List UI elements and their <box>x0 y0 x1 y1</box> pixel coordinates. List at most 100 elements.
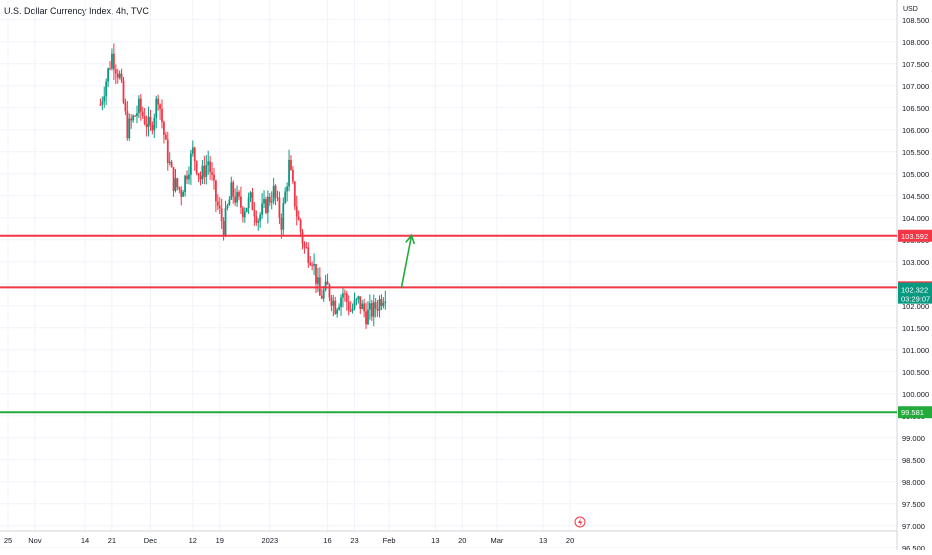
candle-body <box>334 300 337 314</box>
candle-body <box>139 98 142 112</box>
candle-body <box>351 308 354 311</box>
candle-body <box>112 53 115 70</box>
candle-body <box>130 118 133 121</box>
candle-body <box>211 172 213 175</box>
candle-body <box>363 303 366 312</box>
candle-body <box>259 214 262 221</box>
chart-title: U.S. Dollar Currency Index, 4h, TVC <box>4 6 149 16</box>
candle-body <box>349 310 352 312</box>
candle-body <box>303 243 306 248</box>
candle-body <box>257 220 260 223</box>
price-tick-label: 108.000 <box>902 38 929 47</box>
candle-body <box>317 277 319 284</box>
candle-body <box>163 121 165 135</box>
candle-body <box>103 96 106 102</box>
price-level-label: 103.592 <box>901 232 928 241</box>
candle-body <box>299 219 302 232</box>
candle-body <box>116 73 119 78</box>
candle-body <box>355 299 358 301</box>
candle-body <box>128 118 131 139</box>
candle-body <box>247 197 250 208</box>
candle-body <box>382 302 385 306</box>
candle-body <box>241 207 244 218</box>
candle-body <box>376 308 379 311</box>
time-tick-label: 2023 <box>261 536 278 545</box>
price-tick-label: 106.000 <box>902 126 929 135</box>
candle-body <box>143 116 146 125</box>
projection-arrow-shaft[interactable] <box>400 235 413 289</box>
candle-body <box>276 197 279 199</box>
time-tick-label: Feb <box>383 536 396 545</box>
candle-body <box>326 281 329 285</box>
candle-body <box>320 295 323 299</box>
candle-body <box>118 73 121 78</box>
candle-body <box>240 196 242 208</box>
price-tick-label: 100.500 <box>902 368 929 377</box>
candle-body <box>253 210 256 217</box>
candle-body <box>324 281 327 291</box>
lightning-glyph <box>578 518 583 527</box>
candle-body <box>161 108 163 122</box>
candle-body <box>172 167 175 191</box>
time-tick-label: 12 <box>189 536 197 545</box>
candle-body <box>353 300 356 309</box>
candle-body <box>274 185 277 198</box>
candle-body <box>151 124 154 131</box>
price-tick-label: 107.000 <box>902 82 929 91</box>
time-tick-label: 13 <box>539 536 547 545</box>
candle-body <box>361 303 364 309</box>
candle-body <box>157 98 160 105</box>
candle-body <box>138 98 140 114</box>
candle-body <box>370 303 373 317</box>
candle-body <box>122 80 125 103</box>
candle-body <box>330 297 333 306</box>
candle-body <box>338 306 340 310</box>
price-tick-label: 97.000 <box>902 522 925 531</box>
candle-body <box>147 116 150 128</box>
candle-body <box>176 178 179 188</box>
price-tick-label: 106.500 <box>902 104 929 113</box>
time-tick-label: 14 <box>81 536 89 545</box>
time-tick-label: Mar <box>490 536 503 545</box>
candle-body <box>178 187 181 190</box>
candle-body <box>124 102 127 112</box>
candle-body <box>101 101 104 105</box>
price-tick-label: 108.500 <box>902 16 929 25</box>
candle-body <box>220 208 223 222</box>
candle-body <box>288 159 290 187</box>
candle-body <box>170 161 173 168</box>
candle-body <box>372 302 375 317</box>
time-tick-label: Dec <box>144 536 158 545</box>
candle-body <box>266 196 269 213</box>
candle-body <box>132 115 135 121</box>
projection-arrowhead[interactable] <box>405 233 416 245</box>
candle-body <box>380 299 383 306</box>
candle-body <box>367 309 369 325</box>
price-tick-label: 105.500 <box>902 148 929 157</box>
candle-body <box>224 208 227 236</box>
candle-body <box>369 303 371 310</box>
candle-body <box>359 296 362 309</box>
price-tick-label: 107.500 <box>902 60 929 69</box>
candle-body <box>313 263 315 266</box>
candle-body <box>315 263 317 284</box>
candle-body <box>261 203 263 215</box>
candle-body <box>191 147 194 154</box>
candle-body <box>245 207 248 212</box>
time-tick-label: 21 <box>108 536 116 545</box>
candle-body <box>120 73 123 81</box>
candle-body <box>251 192 254 211</box>
time-tick-label: 20 <box>458 536 466 545</box>
price-level-label: 99.581 <box>901 408 924 417</box>
candle-body <box>282 203 285 230</box>
countdown-label: 03:29:07 <box>901 295 930 304</box>
candle-body <box>278 197 281 218</box>
candle-body <box>378 299 381 311</box>
candle-body <box>305 247 308 249</box>
candle-body <box>357 296 360 300</box>
currency-label: USD <box>903 6 918 13</box>
candle-body <box>195 161 198 174</box>
candle-body <box>99 104 102 106</box>
